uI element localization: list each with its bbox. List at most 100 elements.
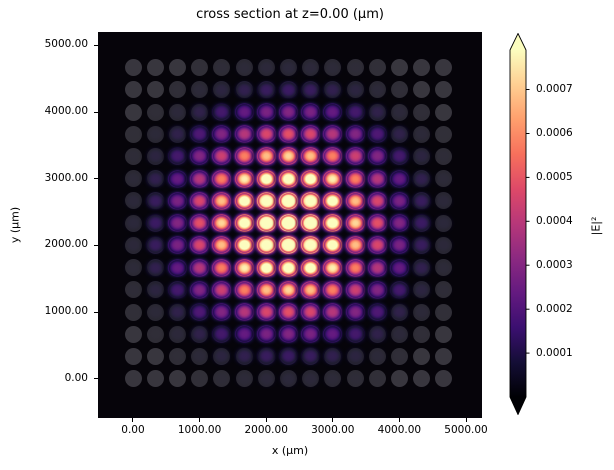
field-glow — [405, 274, 439, 305]
field-glow — [116, 141, 150, 172]
pillar-dot — [146, 370, 164, 388]
x-tick-mark — [332, 418, 334, 422]
pillar-dot — [213, 370, 231, 388]
pillar-dot — [124, 103, 142, 121]
y-tick-mark — [94, 378, 98, 380]
pillar-dot — [191, 370, 209, 388]
pillar-dot — [124, 347, 142, 365]
pillar-dot — [124, 214, 142, 232]
field-glow — [116, 297, 150, 327]
field-glow — [183, 52, 217, 83]
x-tick-label: 2000.00 — [244, 424, 288, 436]
pillar-dot — [390, 347, 408, 365]
pillar-dot — [346, 59, 364, 77]
colorbar-tick-label: 0.0007 — [536, 83, 573, 96]
pillar-dot — [435, 170, 453, 188]
field-glow — [427, 141, 461, 172]
pillar-dot — [146, 125, 164, 143]
pillar-dot — [168, 325, 186, 343]
colorbar-tick-label: 0.0006 — [536, 126, 573, 139]
colorbar-tick-label: 0.0001 — [536, 346, 573, 359]
pillar-dot — [346, 347, 364, 365]
pillar-dot — [435, 347, 453, 365]
field-glow — [427, 119, 461, 150]
pillar-dot — [124, 303, 142, 321]
plot-axes — [98, 32, 482, 418]
pillar-dot — [435, 147, 453, 165]
pillar-dot — [257, 370, 275, 388]
field-glow — [427, 230, 461, 261]
y-tick-mark — [94, 111, 98, 113]
plot-title: cross section at z=0.00 (μm) — [196, 7, 384, 22]
pillar-dot — [435, 125, 453, 143]
x-tick-mark — [132, 418, 134, 422]
colorbar-label: |E|² — [589, 216, 603, 236]
pillar-dot — [124, 59, 142, 77]
field-glow — [405, 319, 439, 350]
colorbar-tick-label: 0.0003 — [536, 258, 573, 271]
pillar-dot — [168, 81, 186, 99]
pillar-dot — [124, 125, 142, 143]
x-tick-label: 5000.00 — [444, 424, 488, 436]
colorbar-extend-max-arrow — [510, 33, 526, 50]
y-tick-label: 4000.00 — [44, 105, 88, 117]
y-tick-mark — [94, 311, 98, 313]
colorbar-tick-label: 0.0002 — [536, 302, 573, 315]
colorbar-extend-min-arrow — [510, 397, 526, 415]
field-glow — [360, 52, 394, 83]
pillar-dot — [146, 325, 164, 343]
pillar-dot — [324, 59, 342, 77]
pillar-dot — [213, 347, 231, 365]
colorbar-tick-label: 0.0005 — [536, 170, 573, 183]
field-glow — [338, 341, 372, 372]
x-tick-label: 1000.00 — [177, 424, 222, 436]
pillar-dot — [435, 192, 453, 210]
pillar-dot — [413, 125, 431, 143]
field-glow — [294, 363, 328, 394]
pillar-dot — [390, 103, 408, 121]
pillar-dot — [435, 303, 453, 321]
y-tick-label: 1000.00 — [44, 305, 88, 317]
x-axis-label: x (μm) — [271, 444, 309, 457]
field-glow — [271, 363, 305, 394]
pillar-dot — [235, 59, 253, 77]
pillar-dot — [413, 303, 431, 321]
field-glow — [382, 341, 416, 372]
pillar-dot — [435, 259, 453, 277]
y-tick-mark — [94, 178, 98, 180]
y-tick-label: 2000.00 — [44, 238, 88, 251]
pillar-dot — [124, 170, 142, 188]
field-glow — [138, 319, 172, 350]
field-glow — [249, 363, 283, 394]
field-glow — [427, 163, 461, 194]
pillar-dot — [435, 81, 453, 99]
pillar-dot — [235, 370, 253, 388]
y-tick-label: 0.00 — [64, 371, 88, 384]
pillar-dot — [413, 281, 431, 299]
colorbar-gradient — [509, 32, 530, 416]
pillar-dot — [368, 370, 386, 388]
pillar-dot — [413, 103, 431, 121]
pillar-dot — [213, 81, 231, 99]
pillar-dot — [302, 59, 320, 77]
field-glow — [316, 363, 350, 394]
pillar-dot — [435, 370, 453, 388]
pillar-dot — [390, 81, 408, 99]
pillar-dot — [413, 59, 431, 77]
pillar-dot — [413, 347, 431, 365]
pillar-dot — [191, 59, 209, 77]
pillar-dot — [368, 59, 386, 77]
field-glow — [205, 363, 239, 394]
x-tick-mark — [265, 418, 267, 422]
field-glow — [183, 363, 217, 394]
pillar-dot — [413, 81, 431, 99]
pillar-dot — [124, 259, 142, 277]
field-glow — [227, 363, 261, 394]
pillar-dot — [124, 81, 142, 99]
pillar-dot — [146, 281, 164, 299]
field-glow — [338, 52, 372, 83]
x-tick-label: 3000.00 — [311, 424, 355, 436]
field-glow — [405, 297, 439, 327]
pillar-dot — [168, 103, 186, 121]
pillar-dot — [146, 81, 164, 99]
